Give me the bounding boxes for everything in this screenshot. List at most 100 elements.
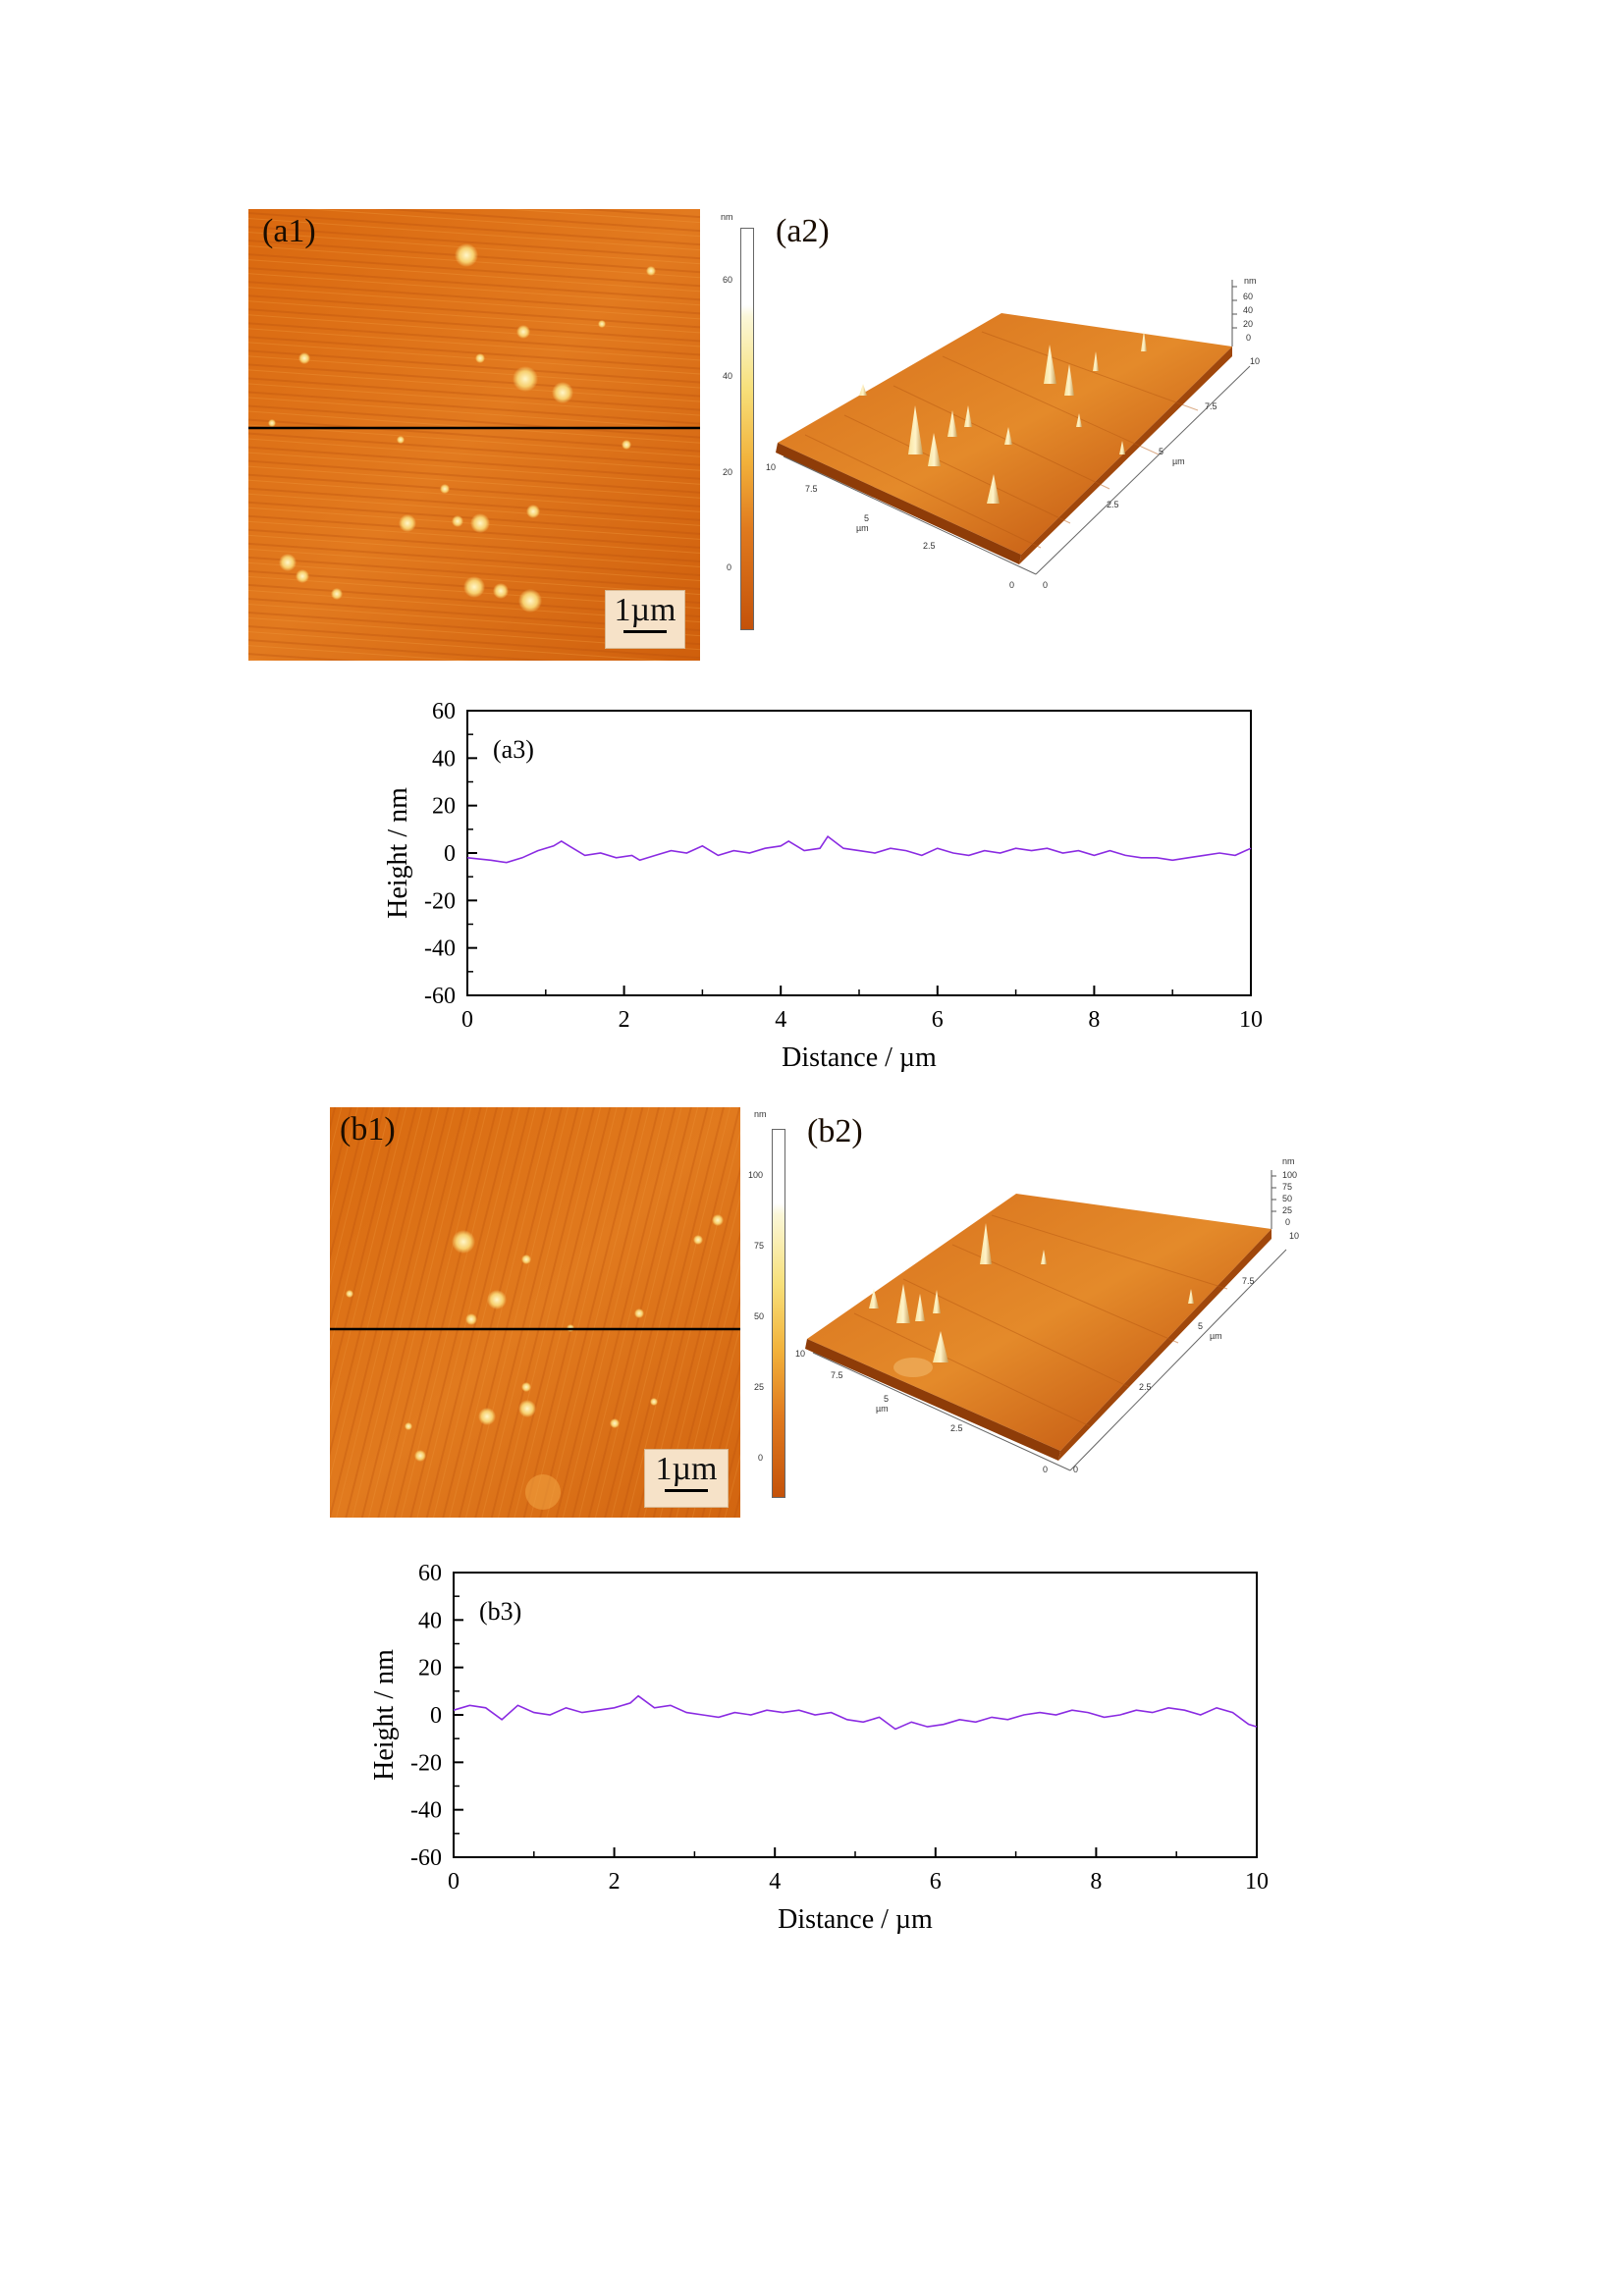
y-tick-label: 60 xyxy=(432,699,456,724)
z-axis-tick-a2-0: 60 xyxy=(1243,292,1254,301)
y-axis-tick-a2-4: 10 xyxy=(1250,356,1261,366)
y-axis-tick-a2-0: 0 xyxy=(1043,580,1049,590)
z-axis-tick-b2-3: 25 xyxy=(1282,1205,1293,1215)
y-tick-label: 0 xyxy=(430,1703,442,1729)
panel-label: (a3) xyxy=(493,735,534,764)
colorbar-unit-a: nm xyxy=(721,212,733,222)
x-tick-label: 4 xyxy=(769,1869,781,1895)
x-tick-label: 6 xyxy=(930,1869,942,1895)
scale-bar-b1 xyxy=(665,1489,708,1492)
colorbar-a: nm 60 40 20 0 xyxy=(709,212,758,634)
colorbar-tick-b-4: 0 xyxy=(758,1453,764,1463)
y-axis-tick-b2-0: 0 xyxy=(1073,1465,1079,1474)
y-tick-label: -40 xyxy=(424,936,456,962)
scale-bar-label-a1: 1µm xyxy=(614,592,676,628)
x-axis-tick-a2-3: 7.5 xyxy=(805,484,818,494)
z-axis-tick-a2-3: 0 xyxy=(1246,333,1252,343)
z-axis-tick-b2-2: 50 xyxy=(1282,1194,1293,1203)
y-tick-label: -20 xyxy=(424,888,456,914)
x-axis-unit-b2: µm xyxy=(876,1404,889,1414)
x-tick-label: 2 xyxy=(619,1007,630,1033)
z-axis-unit-b2: nm xyxy=(1282,1156,1295,1166)
y-axis-unit-b2: µm xyxy=(1210,1331,1222,1341)
colorbar-tick-a-3: 0 xyxy=(727,562,732,572)
x-tick-label: 8 xyxy=(1090,1869,1102,1895)
colorbar-tick-a-2: 20 xyxy=(723,467,733,477)
x-tick-label: 10 xyxy=(1245,1869,1269,1895)
z-axis-tick-b2-4: 0 xyxy=(1285,1217,1291,1227)
y-axis-label: Height / nm xyxy=(383,787,413,919)
y-tick-label: 0 xyxy=(444,841,456,867)
panel-label-b2: (b2) xyxy=(807,1113,863,1149)
colorbar-tick-b-1: 75 xyxy=(754,1241,765,1251)
y-tick-label: -60 xyxy=(424,984,456,1009)
afm-2d-image-a1: (a1) 1µm xyxy=(248,209,700,661)
y-axis-label: Height / nm xyxy=(369,1649,400,1781)
height-profile-line xyxy=(453,1694,1258,1731)
y-tick-label: 20 xyxy=(418,1656,442,1682)
z-axis-tick-b2-1: 75 xyxy=(1282,1182,1293,1192)
afm-3d-image-b2: (b2) xyxy=(795,1107,1325,1500)
plot-frame xyxy=(453,1572,1258,1858)
panel-label-a2: (a2) xyxy=(776,213,830,249)
y-axis-tick-b2-3: 7.5 xyxy=(1242,1276,1255,1286)
panel-label-a1: (a1) xyxy=(262,213,316,249)
y-axis-unit-a2: µm xyxy=(1172,456,1185,466)
y-tick-label: 60 xyxy=(418,1561,442,1586)
colorbar-gradient-b xyxy=(772,1129,785,1498)
panel-label: (b3) xyxy=(479,1597,521,1626)
x-axis-tick-b2-4: 10 xyxy=(795,1349,806,1359)
y-tick-label: -40 xyxy=(410,1798,442,1824)
plot-frame xyxy=(466,710,1252,996)
y-axis-tick-a2-2: 5 xyxy=(1159,447,1164,456)
z-axis-tick-b2-0: 100 xyxy=(1282,1170,1298,1180)
colorbar-unit-b: nm xyxy=(754,1109,767,1119)
afm-2d-surface-a1 xyxy=(248,209,700,661)
x-axis-tick-b2-0: 0 xyxy=(1043,1465,1049,1474)
x-axis-label: Distance / µm xyxy=(782,1042,937,1073)
x-tick-label: 4 xyxy=(775,1007,786,1033)
x-axis-tick-a2-0: 0 xyxy=(1009,580,1015,590)
scale-bar-label-b1: 1µm xyxy=(655,1451,718,1487)
y-tick-label: 20 xyxy=(432,794,456,820)
panel-label-b1: (b1) xyxy=(340,1111,396,1148)
x-axis-tick-b2-3: 7.5 xyxy=(831,1370,843,1380)
y-tick-label: -60 xyxy=(410,1845,442,1871)
x-axis-label: Distance / µm xyxy=(778,1904,933,1935)
colorbar-tick-a-0: 60 xyxy=(723,275,733,285)
scale-bar-box-b1: 1µm xyxy=(644,1449,729,1508)
x-tick-label: 10 xyxy=(1239,1007,1263,1033)
x-axis-unit-a2: µm xyxy=(856,523,869,533)
y-axis-tick-b2-1: 2.5 xyxy=(1139,1382,1152,1392)
x-axis-tick-a2-2: 5 xyxy=(864,513,870,523)
x-axis-tick-a2-1: 2.5 xyxy=(923,541,936,551)
colorbar-tick-b-0: 100 xyxy=(748,1170,764,1180)
y-tick-label: 40 xyxy=(418,1608,442,1633)
scale-bar-a1 xyxy=(623,630,667,633)
afm-3d-surface-b2 xyxy=(805,1170,1287,1471)
x-axis-tick-b2-1: 2.5 xyxy=(950,1423,963,1433)
x-tick-label: 8 xyxy=(1088,1007,1100,1033)
height-profile-line xyxy=(466,834,1252,864)
x-tick-label: 0 xyxy=(448,1869,460,1895)
colorbar-tick-b-3: 25 xyxy=(754,1382,765,1392)
x-axis-tick-a2-4: 10 xyxy=(766,462,777,472)
z-axis-tick-a2-1: 40 xyxy=(1243,305,1254,315)
x-tick-label: 2 xyxy=(609,1869,621,1895)
colorbar-gradient-a xyxy=(740,228,754,630)
y-axis-tick-b2-4: 10 xyxy=(1289,1231,1300,1241)
y-axis-tick-a2-3: 7.5 xyxy=(1205,401,1217,411)
y-axis-tick-a2-1: 2.5 xyxy=(1107,500,1119,509)
x-axis-tick-b2-2: 5 xyxy=(884,1394,890,1404)
scale-bar-box-a1: 1µm xyxy=(605,590,685,649)
z-axis-unit-a2: nm xyxy=(1244,276,1257,286)
y-tick-label: -20 xyxy=(410,1750,442,1776)
y-tick-label: 40 xyxy=(432,746,456,772)
z-axis-tick-a2-2: 20 xyxy=(1243,319,1254,329)
afm-3d-surface-a2 xyxy=(776,280,1251,575)
x-tick-label: 0 xyxy=(461,1007,473,1033)
x-tick-label: 6 xyxy=(932,1007,944,1033)
afm-3d-image-a2: (a2) xyxy=(766,209,1296,602)
